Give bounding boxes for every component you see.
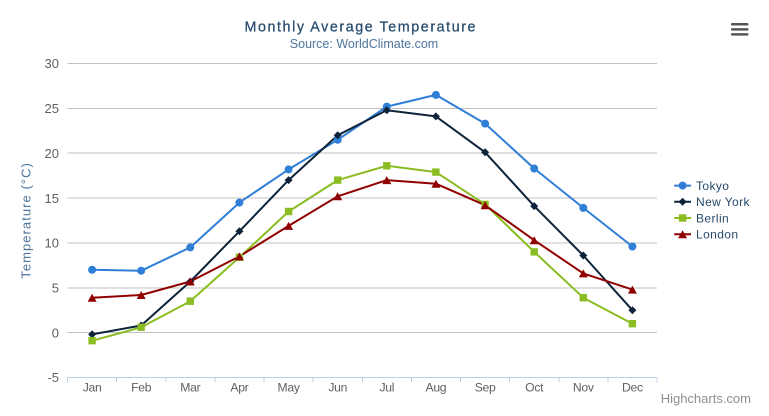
svg-text:London: London bbox=[696, 228, 738, 242]
svg-text:Tokyo: Tokyo bbox=[696, 179, 729, 193]
svg-text:20: 20 bbox=[45, 146, 59, 161]
svg-text:Aug: Aug bbox=[426, 381, 447, 395]
svg-text:May: May bbox=[278, 381, 301, 395]
svg-text:Highcharts.com: Highcharts.com bbox=[661, 391, 751, 406]
svg-text:10: 10 bbox=[45, 236, 59, 251]
svg-text:Monthly Average Temperature: Monthly Average Temperature bbox=[244, 19, 477, 35]
svg-text:Oct: Oct bbox=[525, 381, 544, 395]
svg-text:Sep: Sep bbox=[475, 381, 496, 395]
svg-text:Jan: Jan bbox=[83, 381, 102, 395]
svg-text:Jul: Jul bbox=[379, 381, 394, 395]
svg-text:Dec: Dec bbox=[622, 381, 643, 395]
svg-text:Temperature (°C): Temperature (°C) bbox=[18, 162, 33, 279]
svg-text:Feb: Feb bbox=[131, 381, 152, 395]
svg-text:Berlin: Berlin bbox=[696, 211, 729, 225]
svg-text:0: 0 bbox=[52, 325, 59, 340]
svg-text:30: 30 bbox=[45, 56, 59, 71]
svg-text:-5: -5 bbox=[47, 370, 59, 385]
svg-text:Jun: Jun bbox=[328, 381, 347, 395]
svg-text:Apr: Apr bbox=[230, 381, 248, 395]
svg-text:5: 5 bbox=[52, 281, 59, 296]
svg-text:15: 15 bbox=[45, 191, 59, 206]
svg-text:Source: WorldClimate.com: Source: WorldClimate.com bbox=[290, 37, 438, 51]
svg-text:New York: New York bbox=[696, 195, 750, 209]
svg-text:Nov: Nov bbox=[573, 381, 595, 395]
svg-text:Mar: Mar bbox=[180, 381, 200, 395]
svg-text:25: 25 bbox=[45, 101, 59, 116]
